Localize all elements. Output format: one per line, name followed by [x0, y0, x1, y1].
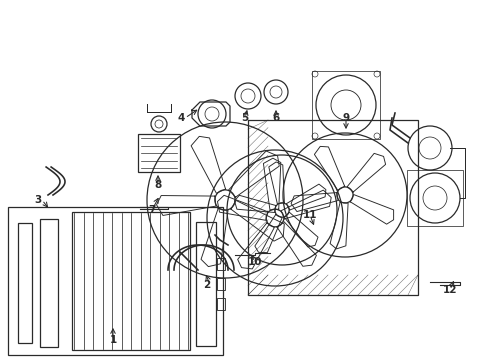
Text: 7: 7: [148, 205, 156, 215]
Bar: [248, 120, 418, 295]
Bar: [312, 71, 380, 139]
Bar: [138, 134, 180, 172]
Text: 4: 4: [178, 113, 185, 123]
Text: 5: 5: [242, 113, 248, 123]
Bar: [217, 298, 225, 310]
Bar: [217, 278, 225, 290]
Bar: [8, 207, 223, 355]
Text: 8: 8: [154, 180, 162, 190]
Text: 9: 9: [343, 113, 349, 123]
Bar: [72, 212, 190, 350]
Bar: [196, 222, 216, 346]
Text: 1: 1: [109, 335, 117, 345]
Text: 11: 11: [303, 210, 317, 220]
Text: 12: 12: [443, 285, 457, 295]
Text: 6: 6: [272, 113, 280, 123]
Text: 3: 3: [35, 195, 42, 205]
Bar: [18, 223, 32, 343]
Text: 10: 10: [248, 257, 262, 267]
Bar: [40, 219, 58, 347]
Text: 2: 2: [203, 280, 210, 290]
Bar: [217, 258, 225, 270]
Bar: [407, 170, 463, 226]
